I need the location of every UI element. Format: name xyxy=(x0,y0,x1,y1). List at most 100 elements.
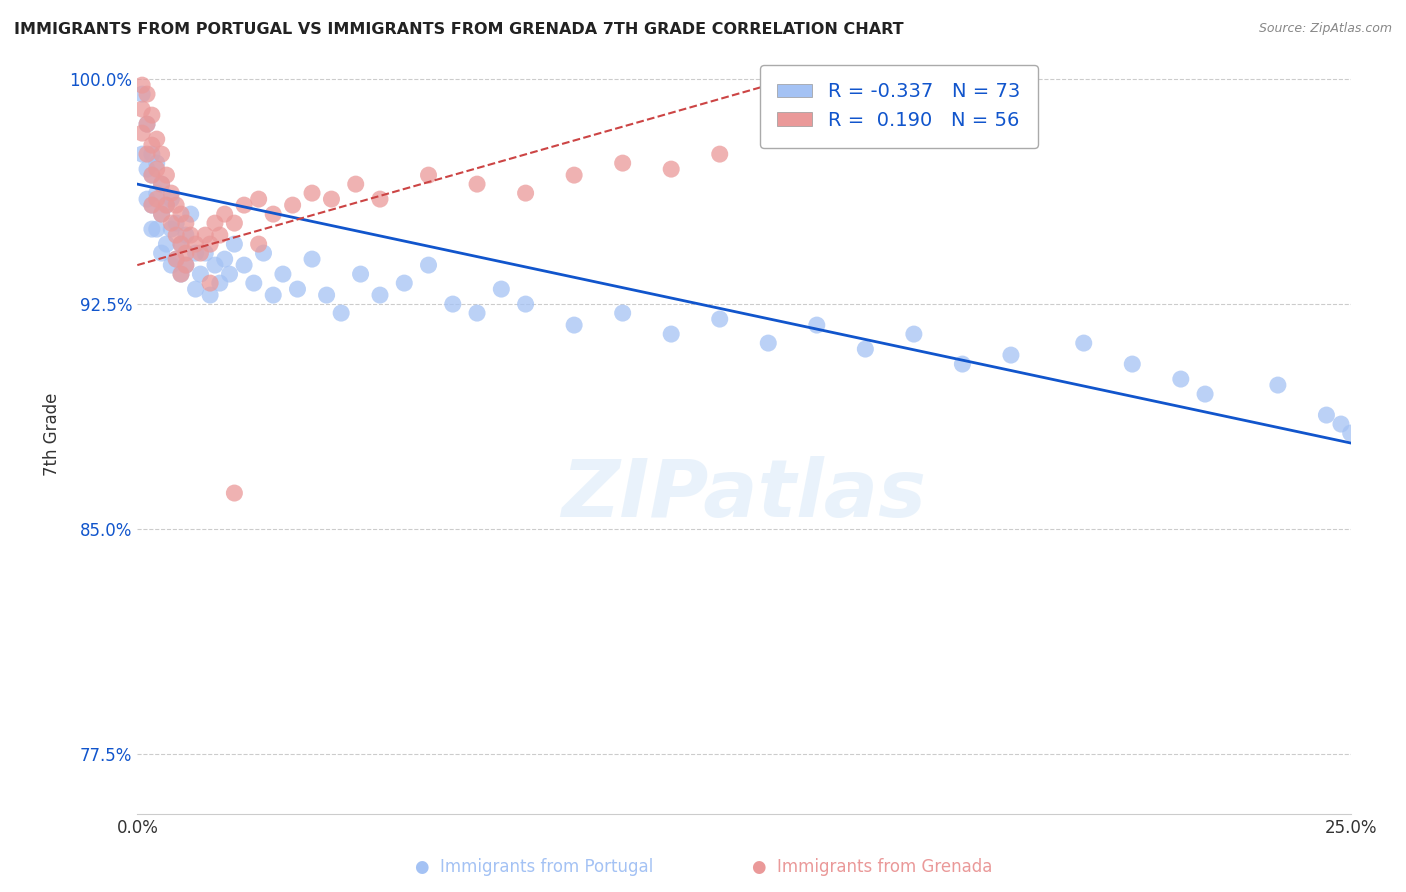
Point xyxy=(224,216,246,230)
Point xyxy=(150,177,173,191)
Point xyxy=(612,156,634,170)
Point xyxy=(174,228,197,243)
Text: Source: ZipAtlas.com: Source: ZipAtlas.com xyxy=(1258,22,1392,36)
Point xyxy=(160,216,183,230)
Point xyxy=(194,228,217,243)
Point xyxy=(180,228,202,243)
Point xyxy=(368,192,391,206)
Point xyxy=(170,237,193,252)
Point xyxy=(155,198,177,212)
Point xyxy=(208,276,231,290)
Point xyxy=(659,162,682,177)
Legend: R = -0.337   N = 73, R =  0.190   N = 56: R = -0.337 N = 73, R = 0.190 N = 56 xyxy=(759,65,1038,147)
Point xyxy=(344,177,367,191)
Point xyxy=(160,192,183,206)
Point xyxy=(247,237,270,252)
Point xyxy=(198,237,221,252)
Point xyxy=(180,207,202,221)
Point xyxy=(806,318,828,332)
Point xyxy=(349,267,371,281)
Point xyxy=(165,252,187,266)
Point xyxy=(262,207,284,221)
Point xyxy=(418,258,440,272)
Point xyxy=(301,252,323,266)
Point xyxy=(160,186,183,200)
Point xyxy=(136,162,159,177)
Point xyxy=(287,282,309,296)
Point xyxy=(155,237,177,252)
Point xyxy=(903,327,925,342)
Point xyxy=(612,306,634,320)
Text: IMMIGRANTS FROM PORTUGAL VS IMMIGRANTS FROM GRENADA 7TH GRADE CORRELATION CHART: IMMIGRANTS FROM PORTUGAL VS IMMIGRANTS F… xyxy=(14,22,904,37)
Point xyxy=(301,186,323,200)
Point xyxy=(174,216,197,230)
Point xyxy=(150,177,173,191)
Point xyxy=(562,318,585,332)
Point xyxy=(1194,387,1216,401)
Point xyxy=(1170,372,1192,386)
Point xyxy=(271,267,294,281)
Point xyxy=(136,117,159,131)
Point xyxy=(224,237,246,252)
Point xyxy=(141,108,163,122)
Point xyxy=(1121,357,1143,371)
Point xyxy=(131,126,153,140)
Point xyxy=(1267,378,1289,392)
Point xyxy=(756,336,779,351)
Point xyxy=(150,246,173,260)
Point xyxy=(1000,348,1022,362)
Point xyxy=(184,246,207,260)
Point xyxy=(1315,408,1337,422)
Text: ●  Immigrants from Grenada: ● Immigrants from Grenada xyxy=(752,858,991,876)
Point xyxy=(184,237,207,252)
Point xyxy=(174,246,197,260)
Point xyxy=(165,198,187,212)
Point xyxy=(394,276,416,290)
Point xyxy=(136,147,159,161)
Point xyxy=(252,246,274,260)
Point xyxy=(174,258,197,272)
Point xyxy=(170,207,193,221)
Point xyxy=(208,228,231,243)
Point xyxy=(233,198,256,212)
Point xyxy=(233,258,256,272)
Y-axis label: 7th Grade: 7th Grade xyxy=(44,392,60,476)
Point xyxy=(709,147,731,161)
Point xyxy=(141,147,163,161)
Point xyxy=(131,87,153,102)
Point xyxy=(165,228,187,243)
Point xyxy=(194,246,217,260)
Text: ZIPatlas: ZIPatlas xyxy=(561,457,927,534)
Point xyxy=(155,168,177,182)
Point xyxy=(131,78,153,92)
Point xyxy=(141,222,163,236)
Point xyxy=(170,237,193,252)
Point xyxy=(281,198,304,212)
Point xyxy=(1330,417,1353,431)
Point xyxy=(441,297,464,311)
Point xyxy=(136,192,159,206)
Point xyxy=(150,207,173,221)
Point xyxy=(190,267,212,281)
Point xyxy=(145,192,167,206)
Point xyxy=(204,258,226,272)
Point xyxy=(659,327,682,342)
Point xyxy=(145,222,167,236)
Point xyxy=(170,267,193,281)
Point xyxy=(224,486,246,500)
Point xyxy=(1340,426,1362,441)
Point xyxy=(491,282,513,296)
Point xyxy=(155,198,177,212)
Point xyxy=(160,222,183,236)
Point xyxy=(214,207,236,221)
Point xyxy=(321,192,343,206)
Point xyxy=(465,177,488,191)
Point xyxy=(952,357,974,371)
Point xyxy=(165,216,187,230)
Point xyxy=(368,288,391,302)
Point xyxy=(198,288,221,302)
Point xyxy=(165,252,187,266)
Point xyxy=(145,132,167,146)
Point xyxy=(515,297,537,311)
Point xyxy=(204,216,226,230)
